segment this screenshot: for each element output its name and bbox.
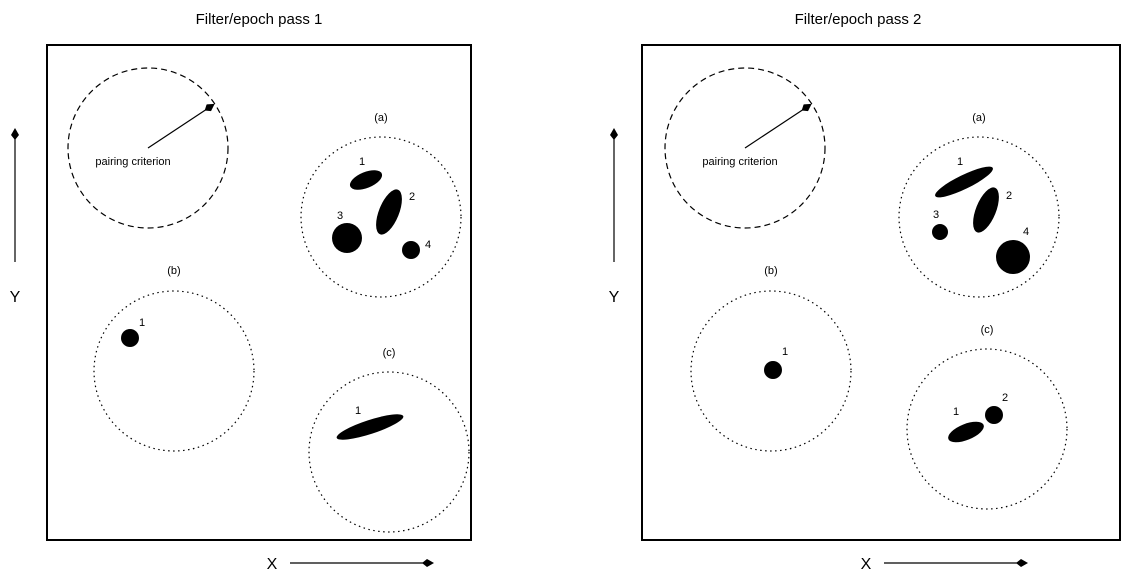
group-circle (690, 290, 852, 452)
pairing-criterion-label: pairing criterion (95, 156, 170, 168)
source-label: 3 (337, 210, 343, 222)
group-label: (b) (167, 265, 180, 277)
y-axis-label: Y (10, 289, 21, 306)
group-circle (906, 348, 1068, 510)
panel-title: Filter/epoch pass 1 (196, 11, 323, 28)
panel-pass-2: Filter/epoch pass 2 Y X pairing criterio… (609, 11, 1121, 573)
source-blob (336, 414, 404, 440)
pairing-radius-arrow (744, 103, 812, 149)
group-label: (a) (972, 112, 985, 124)
source-blob (349, 170, 383, 190)
pairing-criterion-circle (67, 67, 229, 229)
source-label: 2 (1006, 190, 1012, 202)
panel-frame (46, 44, 472, 541)
group-circle (898, 136, 1060, 298)
panel-title: Filter/epoch pass 2 (795, 11, 922, 28)
source-label: 3 (933, 209, 939, 221)
group-b: (b) 1 (690, 265, 852, 452)
source-blob (332, 223, 362, 253)
source-blob (996, 240, 1030, 274)
source-label: 1 (359, 156, 365, 168)
source-label: 1 (953, 406, 959, 418)
source-label: 4 (425, 239, 431, 251)
source-label: 2 (409, 191, 415, 203)
source-label: 1 (355, 405, 361, 417)
group-a: (a) 1 2 3 4 (300, 112, 462, 298)
source-blob (935, 166, 993, 198)
group-c: (c) 1 2 (906, 324, 1068, 510)
source-blob (932, 224, 948, 240)
panel-pass-1: Filter/epoch pass 1 Y X pairing criterio… (10, 11, 472, 573)
group-a: (a) 1 2 3 4 (898, 112, 1060, 298)
source-label: 1 (957, 156, 963, 168)
group-circle (93, 290, 255, 452)
source-blob (985, 406, 1003, 424)
y-axis-label: Y (609, 289, 620, 306)
group-label: (a) (374, 112, 387, 124)
group-label: (c) (383, 347, 396, 359)
source-label: 1 (139, 317, 145, 329)
source-blob (402, 241, 420, 259)
pairing-criterion-label: pairing criterion (702, 156, 777, 168)
panel-frame (641, 44, 1121, 541)
x-axis-label: X (861, 556, 872, 573)
source-label: 1 (782, 346, 788, 358)
source-blob (121, 329, 139, 347)
source-blob (948, 421, 984, 443)
group-b: (b) 1 (93, 265, 255, 452)
x-axis-label: X (267, 556, 278, 573)
source-label: 2 (1002, 392, 1008, 404)
source-label: 4 (1023, 226, 1029, 238)
pairing-criterion-circle (664, 67, 826, 229)
group-label: (c) (981, 324, 994, 336)
group-circle (308, 371, 470, 533)
group-circle (300, 136, 462, 298)
source-blob (973, 187, 999, 233)
group-c: (c) 1 (308, 347, 470, 533)
source-blob (764, 361, 782, 379)
pairing-radius-arrow (147, 103, 215, 149)
group-label: (b) (764, 265, 777, 277)
source-blob (376, 189, 402, 235)
